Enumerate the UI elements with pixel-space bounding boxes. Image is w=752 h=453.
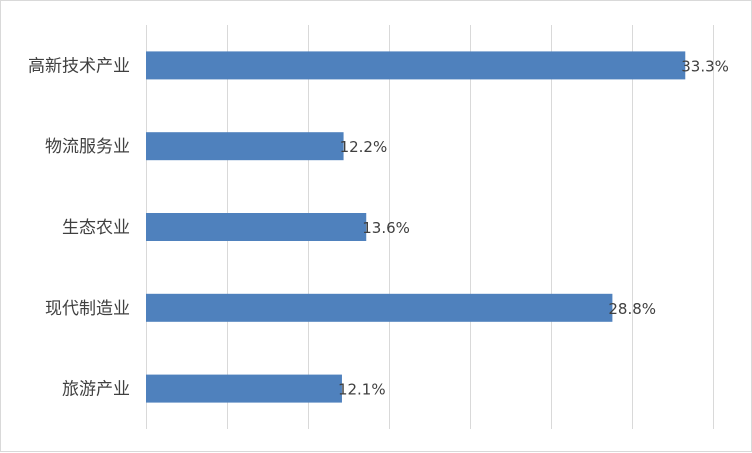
value-label: 12.1%	[338, 381, 386, 399]
bar	[146, 374, 342, 403]
value-label: 12.2%	[340, 138, 388, 156]
bar	[146, 293, 613, 322]
category-label: 旅游产业	[62, 380, 130, 400]
bars	[146, 51, 686, 403]
bar	[146, 213, 367, 241]
category-label: 生态农业	[62, 218, 130, 238]
category-label: 现代制造业	[45, 299, 130, 319]
category-label: 物流服务业	[45, 137, 130, 157]
category-label: 高新技术产业	[28, 56, 130, 76]
bar	[146, 132, 344, 161]
bar	[146, 51, 686, 80]
value-label: 33.3%	[681, 57, 729, 75]
value-labels: 33.3% 12.2% 13.6% 28.8% 12.1%	[338, 57, 729, 398]
value-label: 28.8%	[608, 300, 656, 318]
value-label: 13.6%	[362, 219, 410, 237]
